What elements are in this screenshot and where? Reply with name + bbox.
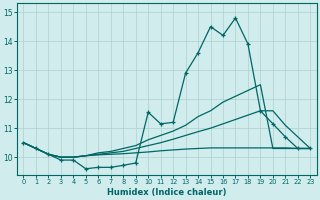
X-axis label: Humidex (Indice chaleur): Humidex (Indice chaleur) (107, 188, 227, 197)
